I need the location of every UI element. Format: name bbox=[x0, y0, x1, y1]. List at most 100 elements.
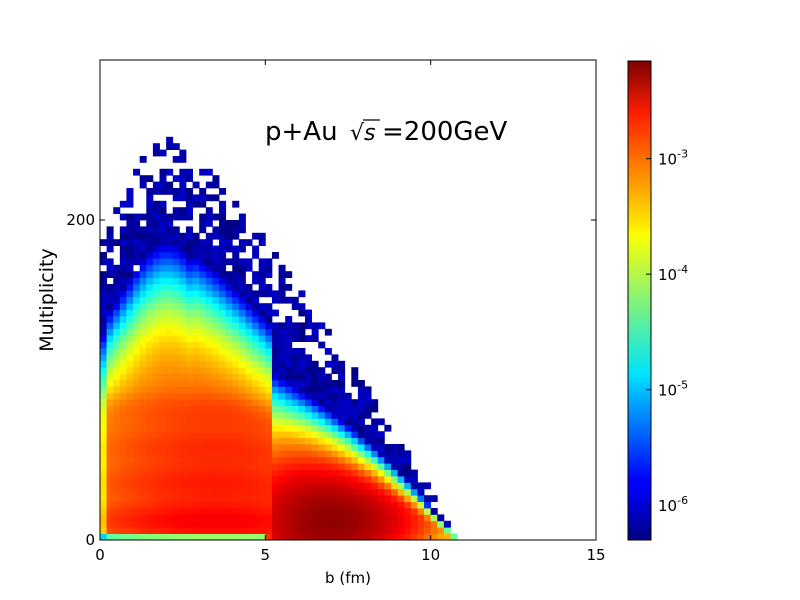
heatmap-cell bbox=[245, 258, 253, 266]
heatmap-cell bbox=[212, 303, 220, 310]
heatmap-cell bbox=[179, 354, 187, 362]
heatmap-cell bbox=[179, 456, 187, 464]
heatmap-cell bbox=[305, 418, 313, 426]
heatmap-cell bbox=[344, 437, 352, 445]
heatmap-cell bbox=[205, 373, 213, 381]
heatmap-cell bbox=[324, 482, 332, 490]
heatmap-cell bbox=[166, 303, 174, 310]
heatmap-cell bbox=[152, 303, 160, 310]
heatmap-cell bbox=[285, 341, 293, 349]
heatmap-cell bbox=[106, 476, 114, 483]
heatmap-cell bbox=[139, 277, 147, 285]
heatmap-cell bbox=[172, 501, 180, 509]
heatmap-cell bbox=[192, 488, 200, 496]
heatmap-cell bbox=[119, 360, 127, 368]
heatmap-cell bbox=[245, 354, 253, 362]
heatmap-cell bbox=[133, 520, 141, 528]
heatmap-cell bbox=[126, 252, 134, 259]
heatmap-cell bbox=[238, 284, 246, 291]
heatmap-cell bbox=[185, 258, 193, 266]
heatmap-cell bbox=[225, 437, 233, 445]
heatmap-cell bbox=[324, 495, 332, 502]
heatmap-cell bbox=[146, 200, 154, 208]
heatmap-cell bbox=[113, 271, 121, 278]
heatmap-cell bbox=[166, 181, 174, 189]
heatmap-cell bbox=[212, 360, 220, 368]
heatmap-cell bbox=[179, 207, 187, 214]
heatmap-cell bbox=[318, 488, 326, 496]
heatmap-cell bbox=[344, 520, 352, 528]
heatmap-cell bbox=[126, 527, 134, 534]
heatmap-cell bbox=[384, 463, 392, 470]
heatmap-cell bbox=[238, 380, 246, 387]
heatmap-cell bbox=[384, 501, 392, 509]
heatmap-cell bbox=[351, 431, 359, 438]
heatmap-cell bbox=[305, 373, 313, 381]
heatmap-cell bbox=[100, 316, 108, 323]
heatmap-cell bbox=[390, 476, 398, 483]
heatmap-cell bbox=[291, 444, 299, 451]
heatmap-cell bbox=[185, 348, 193, 355]
heatmap-cell bbox=[364, 476, 372, 483]
heatmap-cell bbox=[139, 360, 147, 368]
heatmap-cell bbox=[219, 348, 227, 355]
heatmap-cell bbox=[126, 200, 134, 208]
heatmap-cell bbox=[126, 405, 134, 413]
heatmap-cell bbox=[185, 412, 193, 419]
heatmap-cell bbox=[298, 508, 306, 515]
heatmap-cell bbox=[199, 405, 207, 413]
heatmap-cell bbox=[298, 399, 306, 406]
heatmap-cell bbox=[133, 527, 141, 534]
heatmap-cell bbox=[133, 399, 141, 406]
heatmap-cell bbox=[199, 239, 207, 246]
heatmap-cell bbox=[113, 437, 121, 445]
heatmap-cell bbox=[265, 328, 273, 336]
heatmap-cell bbox=[172, 277, 180, 285]
heatmap-cell bbox=[225, 488, 233, 496]
heatmap-cell bbox=[219, 444, 227, 451]
heatmap-cell bbox=[258, 463, 266, 470]
heatmap-cell bbox=[159, 277, 167, 285]
heatmap-cell bbox=[245, 322, 253, 330]
heatmap-cell bbox=[285, 508, 293, 515]
heatmap-cell bbox=[192, 520, 200, 528]
plot-frame bbox=[99, 59, 597, 541]
heatmap-cell bbox=[278, 424, 286, 432]
heatmap-cell bbox=[232, 508, 240, 515]
heatmap-cell bbox=[338, 437, 346, 445]
heatmap-cell bbox=[172, 252, 180, 259]
heatmap-cell bbox=[238, 258, 246, 266]
heatmap-cell bbox=[139, 309, 147, 317]
heatmap-cell bbox=[185, 341, 193, 349]
heatmap-cell bbox=[159, 495, 167, 502]
heatmap-cell bbox=[252, 501, 260, 509]
heatmap-cell bbox=[139, 348, 147, 355]
heatmap-cell bbox=[192, 367, 200, 374]
heatmap-cell bbox=[331, 508, 339, 515]
heatmap-cell bbox=[152, 277, 160, 285]
heatmap-cell bbox=[152, 392, 160, 400]
heatmap-cell bbox=[146, 290, 154, 298]
heatmap-cell bbox=[285, 450, 293, 458]
heatmap-cell bbox=[139, 284, 147, 291]
heatmap-cell bbox=[265, 463, 273, 470]
heatmap-cell bbox=[443, 533, 451, 541]
heatmap-cell bbox=[126, 514, 134, 522]
heatmap-cell bbox=[159, 380, 167, 387]
heatmap-cell bbox=[212, 194, 220, 202]
heatmap-cell bbox=[119, 392, 127, 400]
heatmap-cell bbox=[185, 514, 193, 522]
heatmap-cell bbox=[331, 444, 339, 451]
heatmap-cell bbox=[192, 469, 200, 477]
heatmap-cell bbox=[265, 354, 273, 362]
heatmap-cell bbox=[357, 399, 365, 406]
heatmap-cell bbox=[291, 303, 299, 310]
heatmap-cell bbox=[311, 322, 319, 330]
heatmap-cell bbox=[139, 488, 147, 496]
heatmap-cell bbox=[225, 322, 233, 330]
heatmap-cell bbox=[245, 495, 253, 502]
heatmap-cell bbox=[278, 450, 286, 458]
heatmap-cell bbox=[397, 450, 405, 458]
heatmap-cell bbox=[192, 418, 200, 426]
heatmap-cell bbox=[205, 245, 213, 253]
